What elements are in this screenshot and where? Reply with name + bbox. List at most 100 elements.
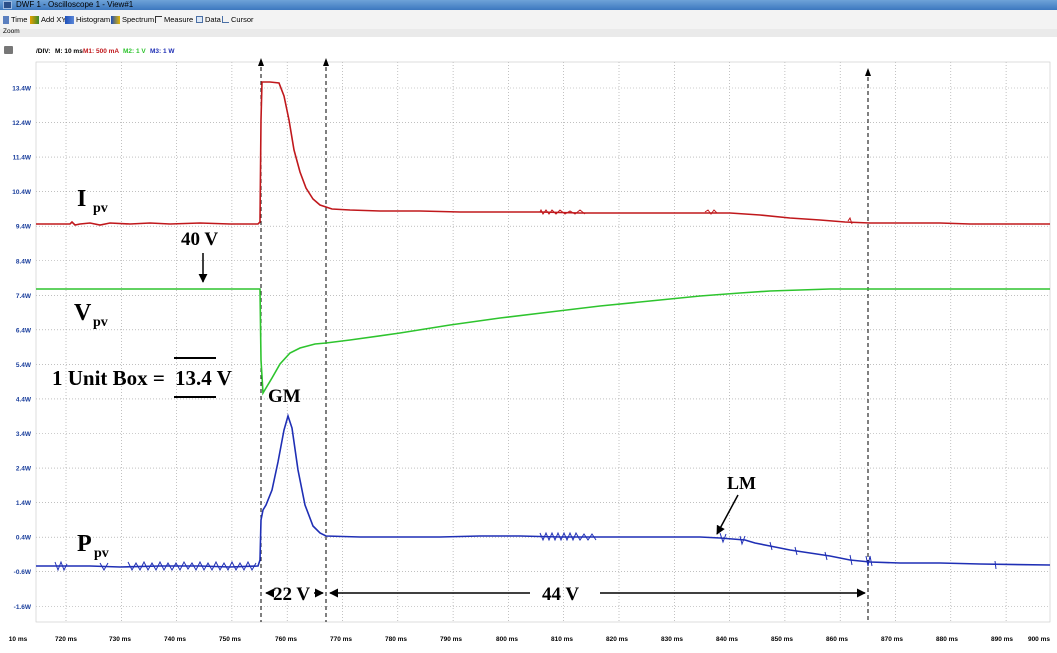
- svg-text:V: V: [74, 300, 92, 326]
- x-tick-label: 810 ms: [551, 636, 573, 643]
- m1-current-trace: [36, 81, 1050, 226]
- histogram-label: Histogram: [76, 15, 111, 24]
- cursor-arrow-1: [258, 58, 264, 66]
- m-time-div[interactable]: M: 10 ms: [55, 48, 83, 55]
- local-max-label: LM: [727, 473, 756, 493]
- svg-text:pv: pv: [94, 546, 109, 561]
- span-22-annotation: 22 V: [265, 584, 324, 605]
- y-tick-label: 7.4W: [16, 293, 32, 300]
- y-tick-label: 2.4W: [16, 466, 32, 473]
- x-tick-label: 720 ms: [55, 636, 77, 643]
- y-tick-label: 9.4W: [16, 224, 32, 231]
- data-icon: [196, 16, 203, 23]
- y-tick-label: 3.4W: [16, 431, 32, 438]
- cursor-arrow-2: [323, 58, 329, 66]
- x-tick-label: 730 ms: [109, 636, 131, 643]
- unit-box-annotation: 1 Unit Box = 13.4 V: [52, 357, 232, 398]
- m3-div[interactable]: M3: 1 W: [150, 48, 175, 55]
- data-label: Data: [205, 15, 221, 24]
- ipv-label: I pv: [77, 186, 108, 216]
- cursor-icon: [222, 16, 229, 23]
- svg-text:P: P: [77, 531, 92, 557]
- x-tick-label: 770 ms: [330, 636, 352, 643]
- spectrum-button[interactable]: Spectrum: [111, 13, 154, 26]
- x-tick-label: 900 ms: [1028, 636, 1050, 643]
- spectrum-label: Spectrum: [122, 15, 155, 24]
- spectrum-icon: [111, 15, 120, 24]
- x-tick-label: 880 ms: [936, 636, 958, 643]
- svg-text:pv: pv: [93, 315, 108, 330]
- y-tick-label: 4.4W: [16, 396, 32, 403]
- time-label: Time: [11, 15, 28, 24]
- y-tick-label: 13.4W: [12, 86, 32, 93]
- app-icon: [3, 1, 12, 9]
- cursor-arrow-3: [865, 68, 871, 76]
- y-tick-label: 0.4W: [16, 535, 32, 542]
- plot-grid: [35, 61, 1051, 623]
- svg-text:13.4 V: 13.4 V: [175, 366, 232, 390]
- m2-div[interactable]: M2: 1 V: [123, 48, 146, 55]
- x-tick-label: 760 ms: [275, 636, 297, 643]
- measure-label: Measure: [164, 15, 194, 24]
- y-tick-label: 5.4W: [16, 362, 32, 369]
- svg-text:22 V: 22 V: [273, 584, 310, 605]
- time-icon: [3, 15, 9, 24]
- forty-volt-label: 40 V: [181, 229, 218, 250]
- zoom-bar: Zoom: [0, 28, 1057, 37]
- measure-icon: [155, 16, 162, 23]
- m3-noise: [54, 531, 997, 572]
- zoom-label[interactable]: Zoom: [3, 28, 20, 35]
- span-44-annotation: 44 V: [329, 584, 866, 605]
- x-tick-label: 850 ms: [771, 636, 793, 643]
- div-bar: /DIV: M: 10 ms M1: 500 mA M2: 1 V M3: 1 …: [0, 37, 1057, 58]
- add-xy-label: Add XY: [41, 15, 67, 24]
- x-tick-label: 820 ms: [606, 636, 628, 643]
- add-xy-button[interactable]: Add XY: [30, 13, 66, 26]
- cursor-button[interactable]: Cursor: [222, 13, 254, 26]
- y-tick-label: 1.4W: [16, 500, 32, 507]
- y-tick-label: -1.6W: [14, 604, 32, 611]
- x-tick-label: 870 ms: [881, 636, 903, 643]
- local-max-arrow: [716, 494, 739, 535]
- m2-voltage-trace: [36, 288, 1050, 396]
- ppv-label: P pv: [77, 531, 109, 561]
- x-tick-label: 800 ms: [496, 636, 518, 643]
- time-button[interactable]: Time: [3, 13, 27, 26]
- svg-text:1 Unit Box =: 1 Unit Box =: [52, 366, 165, 390]
- y-tick-label: 10.4W: [12, 189, 32, 196]
- x-tick-label: 780 ms: [385, 636, 407, 643]
- svg-text:I: I: [77, 186, 86, 212]
- histogram-button[interactable]: Histogram: [65, 13, 110, 26]
- cursor-label: Cursor: [231, 15, 254, 24]
- channel-settings-icon[interactable]: [4, 46, 13, 54]
- title-bar: DWF 1 - Oscilloscope 1 - View#1: [0, 0, 1057, 10]
- window-title: DWF 1 - Oscilloscope 1 - View#1: [16, 0, 134, 9]
- plot-frame: [35, 61, 1051, 623]
- add-xy-icon: [30, 15, 39, 24]
- x-tick-label: 740 ms: [164, 636, 186, 643]
- y-tick-label: 6.4W: [16, 327, 32, 334]
- x-tick-label: 790 ms: [440, 636, 462, 643]
- x-tick-label: 750 ms: [219, 636, 241, 643]
- data-button[interactable]: Data: [196, 13, 221, 26]
- div-label: /DIV:: [36, 48, 51, 55]
- y-tick-label: 11.4W: [13, 155, 32, 162]
- m1-noise: [539, 208, 853, 225]
- m1-div[interactable]: M1: 500 mA: [83, 48, 120, 55]
- x-tick-label: 830 ms: [661, 636, 683, 643]
- x-tick-label: 860 ms: [826, 636, 848, 643]
- x-axis-labels: 10 ms 720 ms 730 ms 740 ms 750 ms 760 ms 770 m…: [9, 636, 1051, 643]
- vpv-label: V pv: [74, 300, 108, 330]
- histogram-icon: [65, 15, 74, 24]
- m3-power-trace: [36, 413, 1051, 568]
- y-tick-label: 8.4W: [16, 258, 32, 265]
- svg-text:pv: pv: [93, 201, 108, 216]
- measure-button[interactable]: Measure: [155, 13, 193, 26]
- svg-text:44 V: 44 V: [542, 584, 579, 605]
- y-tick-label: 12.4W: [12, 120, 32, 127]
- global-max-label: GM: [268, 386, 301, 407]
- y-axis-labels: 13.4W 12.4W 11.4W 10.4W 9.4W 8.4W 7.4W 6.4W 5.4W…: [12, 86, 32, 611]
- y-tick-label: -0.6W: [14, 569, 32, 576]
- x-tick-label: 10 ms: [9, 636, 28, 643]
